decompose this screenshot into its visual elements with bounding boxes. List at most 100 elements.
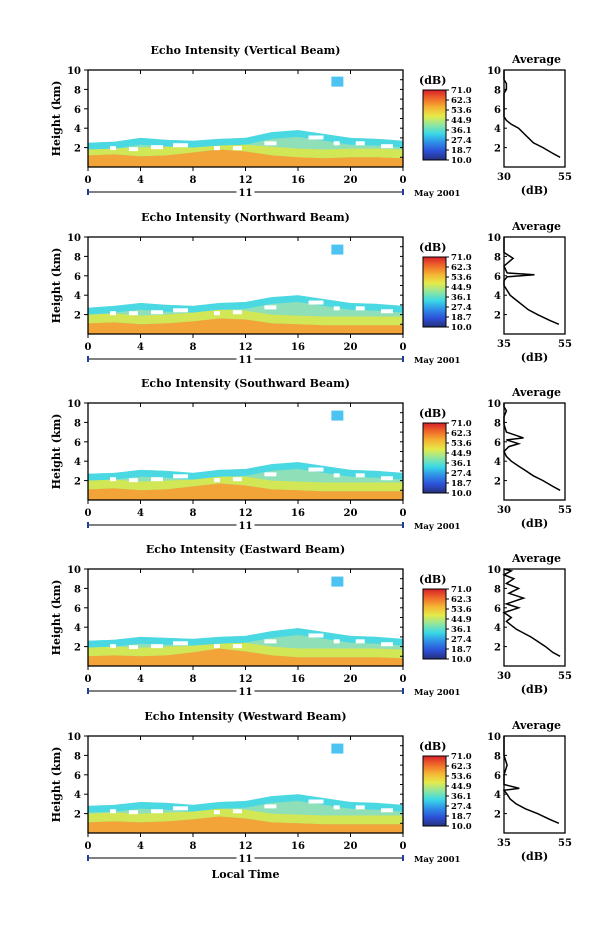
average-y-tick-label: 8: [494, 751, 501, 762]
colorbar: [422, 588, 447, 660]
average-y-tick-label: 10: [487, 66, 501, 77]
colorbar: [422, 755, 447, 827]
x-tick-label: 12: [239, 342, 253, 353]
echo-field: [88, 794, 403, 833]
x-tick-label: 4: [137, 175, 144, 186]
echo-gap: [110, 644, 117, 649]
panel-1: Echo Intensity (Vertical Beam) Height (km…: [50, 44, 572, 199]
average-y-tick-label: 2: [494, 477, 501, 488]
echo-gap: [264, 305, 277, 310]
average-y-tick-label: 4: [494, 124, 501, 135]
echo-surface-band: [88, 149, 403, 167]
echo-mid-band: [88, 642, 403, 659]
average-y-tick-label: 6: [494, 771, 501, 782]
echo-gap: [232, 809, 242, 814]
x-tick-label: 4: [137, 508, 144, 519]
average-y-tick-label: 8: [494, 418, 501, 429]
echo-field: [88, 462, 403, 500]
x-tick-label: 20: [344, 841, 358, 852]
date-day-bg: [236, 187, 255, 197]
colorbar-label: 18.7: [451, 479, 472, 489]
y-axis-label: Height (km): [50, 248, 63, 324]
panel-3: Echo Intensity (Southward Beam) Height (k…: [50, 377, 572, 532]
x-tick-label: 20: [344, 175, 358, 186]
average-profile-line: [503, 403, 561, 491]
colorbar-label: 53.6: [451, 273, 472, 283]
echo-gap: [214, 478, 220, 483]
echo-top-band: [88, 628, 403, 648]
x-tick-label: 16: [291, 175, 305, 186]
x-tick-label: 16: [291, 674, 305, 685]
echo-gap: [151, 809, 163, 814]
y-axis-label: Height (km): [50, 580, 63, 656]
echo-gap: [232, 477, 242, 482]
colorbar-label: 18.7: [451, 645, 472, 655]
date-day: 11: [239, 355, 253, 366]
panel-title: Echo Intensity (Vertical Beam): [150, 44, 340, 57]
echo-surface-band: [88, 816, 403, 833]
average-x-tick-label: 55: [558, 339, 572, 350]
isolated-echo: [331, 743, 344, 754]
x-tick-label: 8: [190, 175, 197, 186]
colorbar-label: 62.3: [451, 595, 472, 605]
x-tick-label: 16: [291, 342, 305, 353]
average-x-label: (dB): [521, 683, 548, 696]
echo-gap: [173, 143, 189, 148]
average-y-tick-label: 10: [487, 565, 501, 576]
echo-gap: [380, 476, 393, 481]
average-x-tick-label: 55: [558, 172, 572, 183]
echo-mid-band: [88, 476, 403, 492]
x-tick-label: 0: [400, 674, 407, 685]
y-axis-label: Height (km): [50, 747, 63, 823]
panel-title: Echo Intensity (Eastward Beam): [146, 543, 345, 556]
panel-title: Echo Intensity (Northward Beam): [141, 211, 350, 224]
colorbar-unit: (dB): [419, 74, 446, 87]
colorbar-label: 53.6: [451, 772, 472, 782]
echo-top-band: [88, 794, 403, 813]
echo-gap: [355, 639, 365, 644]
y-axis-label: Height (km): [50, 414, 63, 490]
colorbar-label: 18.7: [451, 313, 472, 323]
average-x-tick-label: 55: [558, 671, 572, 682]
colorbar-label: 27.4: [451, 635, 472, 645]
panel-4: Echo Intensity (Eastward Beam) Height (km…: [50, 543, 572, 698]
average-y-tick-label: 4: [494, 457, 501, 468]
average-y-tick-label: 8: [494, 584, 501, 595]
echo-gap: [232, 644, 242, 649]
colorbar: [422, 256, 447, 328]
date-day-bg: [236, 520, 255, 530]
colorbar-label: 27.4: [451, 469, 472, 479]
colorbar-label: 10.0: [451, 323, 472, 333]
echo-gap: [173, 308, 189, 313]
x-tick-label: 20: [344, 342, 358, 353]
date-day-bg: [236, 686, 255, 696]
y-tick-label: 6: [74, 272, 81, 283]
y-tick-label: 6: [74, 105, 81, 116]
panel-5: Echo Intensity (Westward Beam) Height (km…: [50, 710, 572, 865]
x-tick-label: 0: [85, 342, 92, 353]
echo-gap: [355, 306, 365, 311]
y-tick-label: 6: [74, 438, 81, 449]
y-tick-label: 10: [67, 399, 81, 410]
average-x-tick-label: 35: [497, 339, 511, 350]
average-x-label: (dB): [521, 351, 548, 364]
colorbar-label: 10.0: [451, 655, 472, 665]
average-x-tick-label: 30: [497, 172, 511, 183]
echo-gap: [264, 141, 277, 146]
y-tick-label: 2: [74, 311, 81, 322]
echo-gap: [333, 473, 340, 478]
average-x-tick-label: 35: [497, 838, 511, 849]
echo-field: [88, 628, 403, 666]
panel-title: Echo Intensity (Westward Beam): [144, 710, 346, 723]
colorbar-label: 44.9: [451, 449, 472, 459]
echo-gap: [128, 478, 138, 483]
panel-2: Echo Intensity (Northward Beam) Height (k…: [50, 211, 572, 366]
colorbar-unit: (dB): [419, 241, 446, 254]
colorbar-label: 71.0: [451, 419, 472, 429]
average-y-tick-label: 10: [487, 233, 501, 244]
colorbar-label: 44.9: [451, 116, 472, 126]
colorbar-label: 71.0: [451, 86, 472, 96]
echo-gap: [214, 644, 220, 649]
date-day: 11: [239, 188, 253, 199]
colorbar-label: 62.3: [451, 429, 472, 439]
